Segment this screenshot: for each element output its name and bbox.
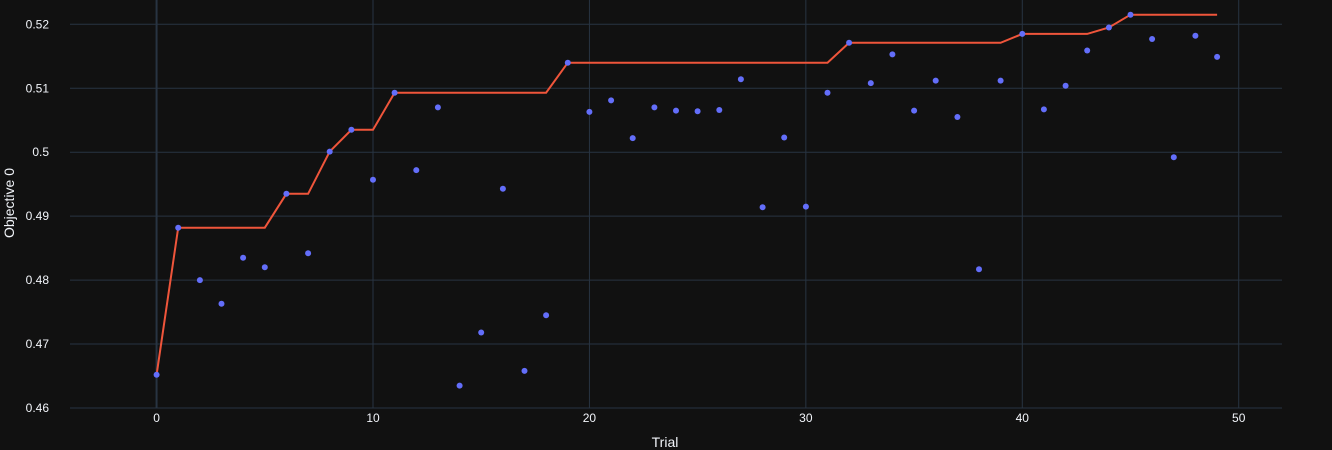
objective-point[interactable] (153, 371, 160, 378)
x-tick-label: 0 (153, 411, 160, 425)
objective-point[interactable] (1214, 53, 1221, 60)
y-tick-label: 0.51 (26, 81, 50, 95)
best-value-line-layer (155, 13, 1218, 375)
objective-point[interactable] (737, 76, 744, 83)
y-tick-label: 0.49 (26, 209, 50, 223)
objective-point[interactable] (1040, 106, 1047, 113)
objective-point[interactable] (1105, 24, 1112, 31)
objective-point[interactable] (1062, 82, 1069, 89)
objective-point[interactable] (499, 185, 506, 192)
objective-point[interactable] (543, 312, 550, 319)
objective-point[interactable] (564, 59, 571, 66)
objective-points-layer (153, 11, 1221, 389)
objective-point[interactable] (802, 203, 809, 210)
y-tick-label: 0.48 (26, 273, 50, 287)
objective-point[interactable] (694, 108, 701, 115)
tick-labels: 0.46 0.47 0.48 0.49 0.5 0.51 0.52 0 10 20 30 40 50 (26, 17, 1246, 425)
objective-point[interactable] (759, 204, 766, 211)
objective-point[interactable] (521, 367, 528, 374)
objective-point[interactable] (175, 224, 182, 231)
objective-point[interactable] (586, 108, 593, 115)
x-axis-title: Trial (652, 434, 679, 450)
objective-point[interactable] (1084, 47, 1091, 54)
objective-point[interactable] (434, 104, 441, 111)
x-tick-label: 40 (1016, 411, 1030, 425)
objective-point[interactable] (716, 107, 723, 113)
objective-point[interactable] (673, 107, 679, 114)
objective-point[interactable] (456, 382, 463, 389)
y-tick-label: 0.46 (26, 401, 50, 415)
objective-point[interactable] (1192, 32, 1199, 39)
objective-point[interactable] (1019, 30, 1026, 37)
objective-point[interactable] (240, 254, 247, 261)
x-tick-label: 30 (799, 411, 813, 425)
objective-point[interactable] (283, 190, 290, 197)
objective-point[interactable] (781, 134, 788, 141)
objective-point[interactable] (867, 80, 874, 87)
y-tick-label: 0.52 (26, 17, 50, 31)
objective-point[interactable] (413, 167, 420, 174)
x-tick-label: 50 (1232, 411, 1246, 425)
objective-point[interactable] (370, 176, 376, 183)
objective-point[interactable] (218, 300, 225, 307)
objective-point[interactable] (932, 77, 939, 84)
objective-point[interactable] (1170, 154, 1177, 161)
x-tick-label: 10 (366, 411, 380, 425)
objective-point[interactable] (651, 104, 658, 111)
objective-point[interactable] (326, 148, 333, 155)
objective-point[interactable] (391, 89, 398, 96)
objective-point[interactable] (846, 39, 853, 46)
objective-point[interactable] (889, 51, 896, 58)
objective-point[interactable] (997, 77, 1004, 84)
x-tick-label: 20 (583, 411, 597, 425)
objective-point[interactable] (348, 126, 355, 133)
objective-point[interactable] (911, 107, 918, 114)
objective-point[interactable] (824, 89, 831, 96)
y-axis-title: Objective 0 (1, 168, 17, 238)
best-value-line (155, 13, 1218, 375)
objective-point[interactable] (608, 97, 615, 104)
objective-point[interactable] (954, 114, 961, 120)
y-tick-label: 0.5 (32, 145, 49, 159)
objective-point[interactable] (478, 329, 485, 336)
objective-point[interactable] (976, 266, 982, 273)
objective-point[interactable] (196, 277, 203, 284)
objective-point[interactable] (629, 135, 636, 142)
objective-point[interactable] (1149, 36, 1156, 42)
grid-lines (70, 0, 1282, 409)
y-tick-label: 0.47 (26, 337, 50, 351)
objective-point[interactable] (261, 264, 268, 271)
objective-point[interactable] (305, 250, 312, 257)
objective-point[interactable] (1127, 11, 1134, 18)
